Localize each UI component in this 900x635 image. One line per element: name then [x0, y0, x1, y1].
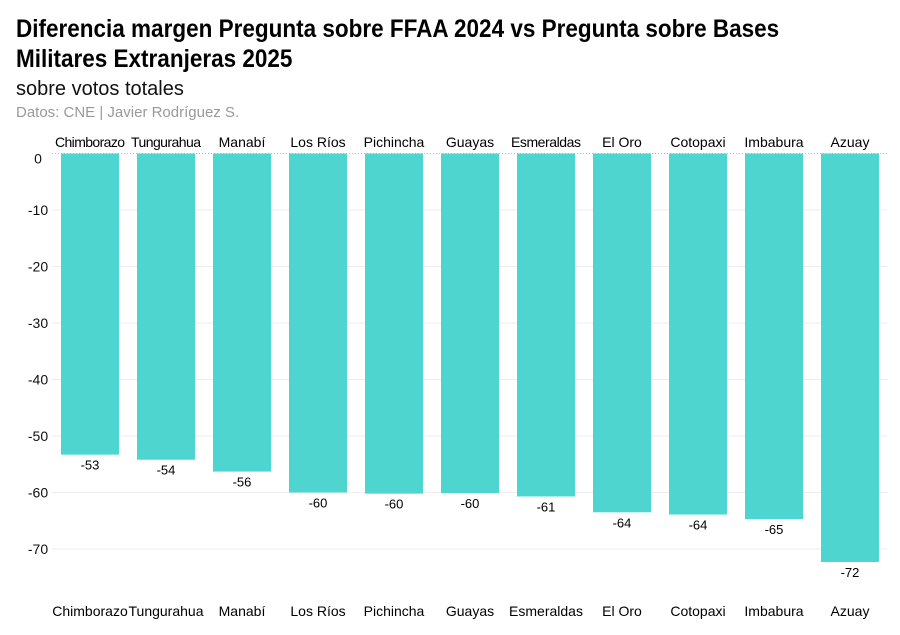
x-tick-label-bottom: Manabí — [219, 603, 266, 619]
x-tick-label-top: El Oro — [602, 134, 642, 150]
bar — [441, 153, 499, 494]
y-tick-label: 0 — [34, 151, 42, 167]
x-tick-label-bottom: Chimborazo — [52, 603, 128, 619]
bar — [213, 153, 271, 472]
chart-caption: Datos: CNE | Javier Rodríguez S. — [16, 104, 240, 121]
bar — [61, 153, 119, 455]
bar — [517, 153, 575, 497]
x-tick-label-bottom: Esmeraldas — [509, 603, 583, 619]
data-label: -61 — [537, 499, 556, 514]
chart-subtitle: sobre votos totales — [16, 78, 184, 100]
data-label: -53 — [81, 458, 100, 473]
bar — [821, 153, 879, 562]
y-tick-label: -30 — [28, 315, 48, 331]
x-tick-label-top: Chimborazo — [55, 134, 125, 150]
y-tick-label: -60 — [28, 485, 48, 501]
x-tick-label-bottom: Imbabura — [744, 603, 803, 619]
data-label: -54 — [157, 463, 176, 478]
data-label: -64 — [613, 515, 632, 530]
bar — [289, 153, 347, 493]
x-tick-label-top: Tungurahua — [131, 134, 201, 150]
x-tick-label-top: Cotopaxi — [670, 134, 725, 150]
y-tick-label: -20 — [28, 259, 48, 275]
x-tick-label-bottom: Los Ríos — [290, 603, 345, 619]
bar — [137, 153, 195, 460]
x-tick-label-top: Esmeraldas — [511, 134, 581, 150]
x-tick-label-top: Los Ríos — [290, 134, 345, 150]
x-tick-label-top: Guayas — [446, 134, 494, 150]
y-tick-label: -10 — [28, 202, 48, 218]
x-tick-label-bottom: El Oro — [602, 603, 642, 619]
x-tick-label-bottom: Pichincha — [364, 603, 425, 619]
x-tick-label-bottom: Tungurahua — [129, 603, 204, 619]
data-label: -64 — [689, 518, 708, 533]
y-tick-label: -40 — [28, 372, 48, 388]
data-label: -60 — [461, 496, 480, 511]
x-tick-label-top: Pichincha — [364, 134, 425, 150]
x-tick-label-top: Azuay — [831, 134, 870, 150]
x-tick-label-bottom: Cotopaxi — [670, 603, 725, 619]
x-tick-label-top: Imbabura — [744, 134, 803, 150]
bar — [745, 153, 803, 520]
data-label: -60 — [309, 496, 328, 511]
chart-title: Diferencia margen Pregunta sobre FFAA 20… — [16, 15, 780, 73]
x-tick-label-bottom: Azuay — [831, 603, 870, 619]
y-tick-label: -70 — [28, 541, 48, 557]
bar — [669, 153, 727, 515]
bar — [593, 153, 651, 513]
data-label: -60 — [385, 497, 404, 512]
data-label: -56 — [233, 475, 252, 490]
bar — [365, 153, 423, 494]
data-label: -65 — [765, 522, 784, 537]
y-tick-label: -50 — [28, 428, 48, 444]
x-tick-label-top: Manabí — [219, 134, 266, 150]
x-tick-label-bottom: Guayas — [446, 603, 494, 619]
data-label: -72 — [841, 565, 860, 580]
